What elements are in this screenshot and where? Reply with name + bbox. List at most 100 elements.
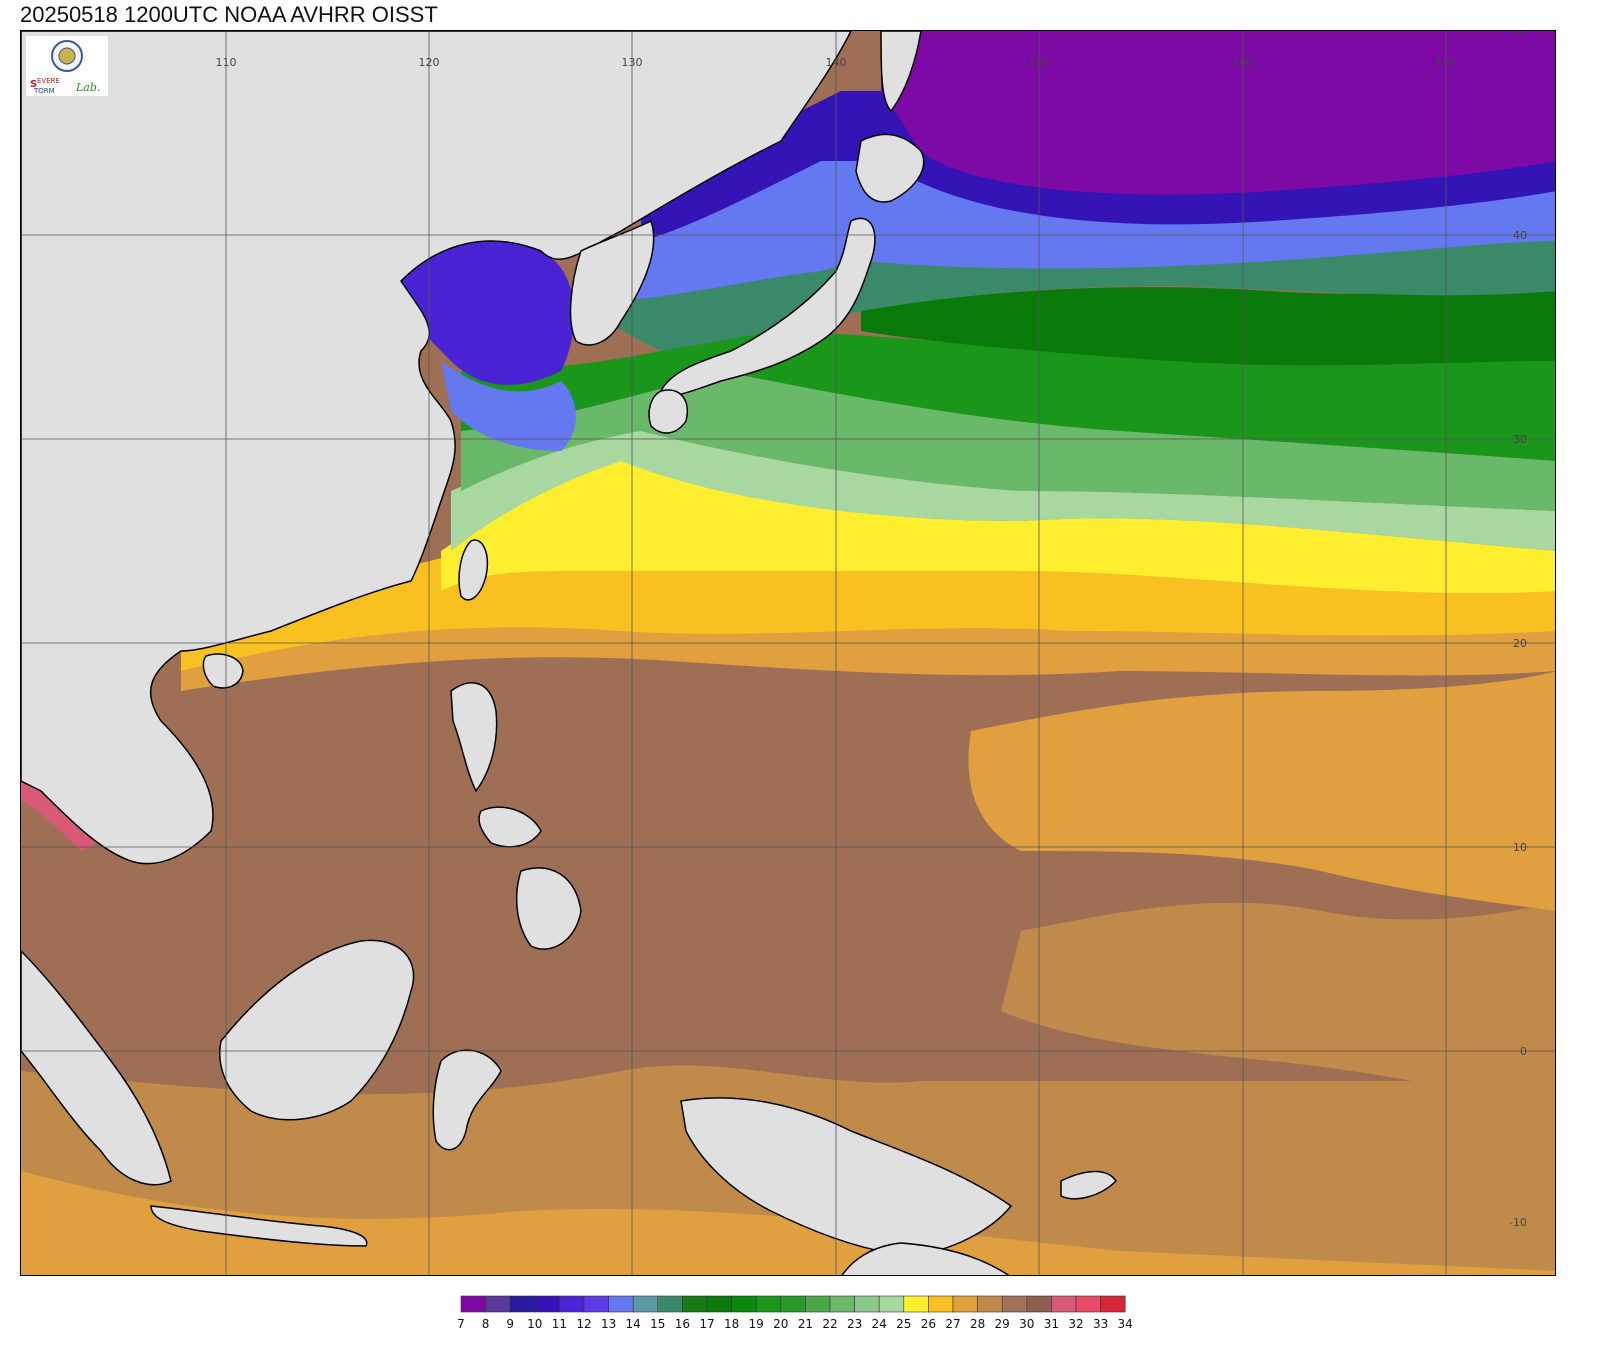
colorbar-swatch: [731, 1295, 757, 1313]
lon-label-140: 140: [826, 56, 847, 69]
lon-label-170: 170: [1436, 56, 1457, 69]
colorbar-swatch: [952, 1295, 978, 1313]
severe-storm-lab-logo: S EVERE TORM Lab.: [25, 35, 109, 97]
colorbar-swatch: [583, 1295, 609, 1313]
land-japan-kyushu: [648, 389, 688, 434]
land-hainan: [202, 653, 244, 689]
colorbar-label: 25: [896, 1317, 911, 1331]
colorbar-swatch: [682, 1295, 708, 1313]
graticule: [21, 31, 1555, 1275]
colorbar-swatch: [1100, 1295, 1126, 1313]
colorbar-swatches: [460, 1295, 1126, 1313]
colorbar-swatch: [878, 1295, 905, 1313]
colorbar-label: 17: [699, 1317, 714, 1331]
land-sumatra: [21, 949, 172, 1186]
land-new-guinea: [680, 1097, 1013, 1257]
sst-bands: [21, 31, 1555, 1275]
lon-label-150: 150: [1029, 56, 1050, 69]
sst-map: 110 120 130 140 150 160 170 50 40 30 20 …: [20, 30, 1556, 1276]
colorbar-swatch: [829, 1295, 855, 1313]
sst-band-29-east: [1001, 901, 1555, 1111]
svg-text:EVERE: EVERE: [37, 77, 60, 85]
lat-label-minus10: -10: [1509, 1216, 1527, 1229]
colorbar-label: 21: [798, 1317, 813, 1331]
land-sakhalin-kamchatka: [880, 31, 922, 113]
colorbar-label: 34: [1118, 1317, 1133, 1331]
lat-label-50: 50: [1513, 31, 1527, 38]
colorbar-swatch: [854, 1295, 880, 1313]
colorbar-swatch: [903, 1295, 929, 1313]
svg-text:Lab.: Lab.: [75, 81, 100, 94]
lat-label-20: 20: [1513, 637, 1527, 650]
colorbar-swatch: [928, 1295, 954, 1313]
colorbar-label: 27: [945, 1317, 960, 1331]
lon-label-120: 120: [419, 56, 440, 69]
land-japan-hokkaido: [855, 133, 925, 203]
sst-band-yellow-sea: [401, 241, 575, 385]
land-philippines-visayas: [478, 806, 542, 848]
colorbar-label: 23: [847, 1317, 862, 1331]
svg-text:S: S: [30, 79, 37, 90]
land-philippines-luzon: [450, 682, 498, 793]
colorbar-label: 20: [773, 1317, 788, 1331]
logo-graphic: S EVERE TORM Lab.: [30, 40, 100, 95]
colorbar-label: 19: [749, 1317, 764, 1331]
lon-label-160: 160: [1233, 56, 1254, 69]
colorbar-swatch: [1075, 1295, 1101, 1313]
colorbar-swatch: [657, 1295, 683, 1313]
colorbar-swatch: [559, 1295, 585, 1313]
colorbar-label: 22: [822, 1317, 837, 1331]
colorbar-label: 7: [457, 1317, 465, 1331]
land-philippines-mindanao: [515, 867, 582, 950]
land-japan-honshu: [660, 217, 876, 396]
colorbar-swatch: [608, 1295, 634, 1313]
colorbar-label: 18: [724, 1317, 739, 1331]
land-korea: [569, 219, 655, 346]
land-australia-north: [841, 1242, 1010, 1275]
lat-label-40: 40: [1513, 229, 1527, 242]
sst-band-26: [441, 451, 1555, 594]
land-solomons: [1060, 1170, 1117, 1200]
lon-label-130: 130: [622, 56, 643, 69]
lat-label-0: 0: [1520, 1045, 1527, 1058]
sst-band-28: [21, 1171, 1555, 1275]
colorbar-swatch: [805, 1295, 831, 1313]
colorbar-label: 12: [576, 1317, 591, 1331]
colorbar-label: 33: [1093, 1317, 1108, 1331]
sst-band-11: [641, 91, 1555, 241]
colorbar-swatch: [509, 1295, 536, 1313]
colorbar-swatch: [632, 1295, 659, 1313]
colorbar-swatch: [460, 1295, 486, 1313]
sst-band-23: [461, 371, 1555, 511]
colorbar-label: 15: [650, 1317, 665, 1331]
colorbar-label: 24: [872, 1317, 887, 1331]
lat-labels: 50 40 30 20 10 0 -10: [1509, 31, 1527, 1229]
sst-band-25: [451, 431, 1555, 551]
colorbar-label: 9: [506, 1317, 514, 1331]
colorbar-label: 30: [1019, 1317, 1034, 1331]
colorbar-label: 11: [552, 1317, 567, 1331]
colorbar-label: 26: [921, 1317, 936, 1331]
colorbar-label: 14: [626, 1317, 641, 1331]
colorbar-swatch: [977, 1295, 1003, 1313]
colorbar-label: 8: [482, 1317, 490, 1331]
sst-band-18: [861, 281, 1555, 366]
colorbar-label: 31: [1044, 1317, 1059, 1331]
lat-label-10: 10: [1513, 841, 1527, 854]
colorbar-label: 29: [995, 1317, 1010, 1331]
svg-text:TORM: TORM: [33, 87, 55, 95]
lat-label-30: 30: [1513, 433, 1527, 446]
colorbar-label: 16: [675, 1317, 690, 1331]
colorbar-label: 28: [970, 1317, 985, 1331]
colorbar-swatch: [485, 1295, 511, 1313]
lon-labels: 110 120 130 140 150 160 170: [216, 56, 1457, 69]
colorbar-swatch: [534, 1295, 560, 1313]
colorbar-labels: 7 8 9 10 11 12 13 14 15 16 17 18 19 20 21 22 23 24 25 26 27 2…: [457, 1317, 1133, 1331]
land-taiwan: [458, 539, 488, 601]
colorbar-swatch: [1026, 1295, 1052, 1313]
colorbar-swatch: [706, 1295, 732, 1313]
map-title: 20250518 1200UTC NOAA AVHRR OISST: [20, 2, 438, 27]
sst-band-yellow-sea-edge: [441, 361, 576, 451]
sst-band-7: [881, 31, 1555, 195]
lon-label-110: 110: [216, 56, 237, 69]
